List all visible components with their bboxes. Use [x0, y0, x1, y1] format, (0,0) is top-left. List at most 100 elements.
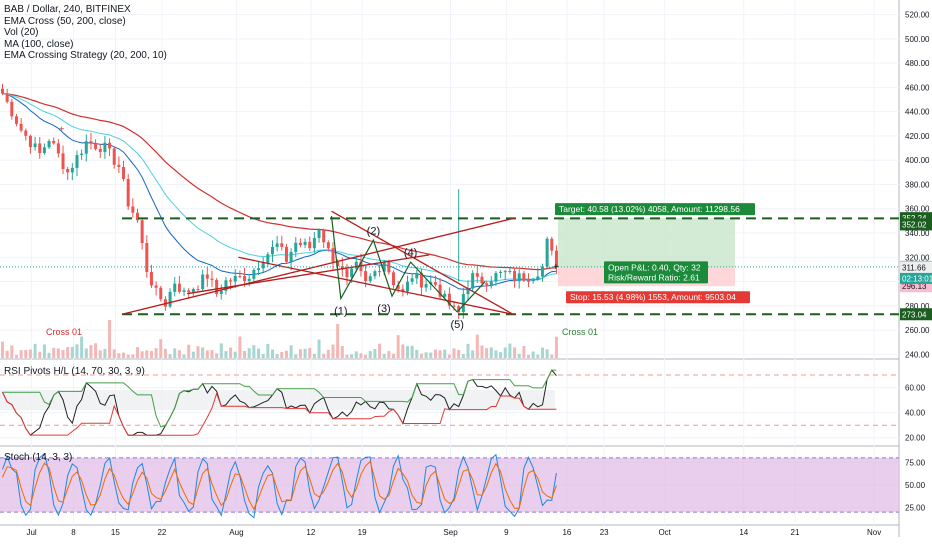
price-axis[interactable]: 240.00260.00280.00300.00320.00340.00360.…	[900, 11, 932, 513]
candle-body	[457, 306, 461, 313]
volume-bar	[238, 336, 242, 358]
volume-bar	[270, 349, 274, 358]
volume-bar	[419, 353, 423, 358]
candle-body	[364, 271, 368, 281]
volume-bar	[415, 349, 419, 358]
price-tick-label: 260.00	[905, 326, 930, 335]
price-tick-label: 460.00	[905, 83, 930, 92]
candle-body	[345, 269, 349, 278]
volume-bar	[224, 351, 228, 358]
candle-body	[410, 278, 414, 282]
rsi-pivot-high-line	[2, 369, 557, 428]
strategy-marker: +	[59, 124, 65, 135]
volume-bar	[56, 348, 60, 358]
candle-body	[28, 135, 32, 148]
time-axis[interactable]: Jul 8 15 22 Aug 12 19 Sep 9 16 23 Oct 14 21 Nov	[26, 528, 881, 537]
volume-bar	[215, 353, 219, 358]
stoch-pane	[0, 452, 899, 519]
stoch-d-line	[2, 460, 557, 511]
candle-body	[215, 279, 219, 295]
countdown-label: 02:13:01	[902, 274, 932, 283]
stoch-title[interactable]: Stoch (14, 3, 3)	[4, 452, 73, 463]
candle-body	[368, 276, 372, 281]
volume-bar	[168, 354, 172, 358]
study-ema-cross[interactable]: EMA Cross (50, 200, close)	[4, 15, 126, 27]
volume-bar	[364, 354, 368, 358]
volume-bar	[284, 350, 288, 358]
volume-bar	[131, 354, 135, 358]
volume-bar	[392, 353, 396, 358]
volume-bar	[140, 351, 144, 358]
price-tick-label: 380.00	[905, 180, 930, 189]
candle-body	[517, 273, 521, 282]
volume-bar	[405, 346, 409, 358]
volume-bar	[350, 354, 354, 358]
candle-body	[494, 272, 498, 282]
volume-bar	[28, 349, 32, 358]
candle-body	[238, 275, 242, 277]
study-strategy[interactable]: EMA Crossing Strategy (20, 200, 10)	[4, 50, 167, 61]
candle-body	[168, 291, 172, 307]
candle-body	[280, 243, 284, 247]
volume-bar	[517, 353, 521, 358]
cross-label: Cross 01	[562, 327, 598, 337]
volume-bar	[438, 350, 442, 358]
candle-body	[154, 285, 158, 288]
study-vol[interactable]: Vol (20)	[4, 27, 39, 38]
candle-body	[312, 237, 316, 249]
candle-body	[480, 276, 484, 284]
volume-bar	[461, 353, 465, 358]
candle-body	[224, 280, 228, 291]
rsi-pane	[0, 369, 899, 436]
volume-bar	[117, 353, 121, 358]
wave-label: (5)	[450, 319, 463, 331]
candle-body	[527, 280, 531, 282]
study-ma[interactable]: MA (100, close)	[4, 38, 74, 50]
candle-body	[336, 261, 340, 267]
price-badge	[900, 218, 932, 231]
volume-bar	[80, 336, 84, 358]
pnl-label-text: Risk/Reward Ratio: 2.61	[608, 272, 700, 282]
rsi-title[interactable]: RSI Pivots H/L (14, 70, 30, 3, 9)	[4, 366, 145, 377]
candle-body	[56, 143, 60, 154]
volume-bar	[322, 353, 326, 358]
candle-body	[499, 271, 503, 273]
volume-bar	[33, 343, 37, 358]
pattern-drawing[interactable]	[0, 210, 899, 316]
candle-body	[135, 212, 139, 221]
candle-body	[545, 238, 549, 267]
volume-bar	[550, 354, 554, 358]
volume-bar	[485, 348, 489, 358]
price-badge-label: 311.66	[902, 263, 926, 272]
time-tick-label: 22	[157, 528, 166, 537]
volume-bar	[475, 334, 479, 358]
volume-bar	[429, 352, 433, 358]
volume-bar	[424, 352, 428, 358]
wedge-lower-trendline	[238, 256, 514, 315]
volume-bar	[187, 344, 191, 358]
candles	[1, 83, 558, 319]
stoch-band-fill	[0, 457, 899, 513]
candle-body	[438, 284, 442, 297]
volume-bar	[219, 343, 223, 358]
candle-body	[84, 141, 88, 154]
candle-body	[471, 273, 475, 289]
volume-bar	[210, 350, 214, 358]
candle-body	[42, 147, 46, 154]
symbol-title[interactable]: BAB / Dollar, 240, BITFINEX	[4, 4, 131, 15]
candle-body	[266, 254, 270, 263]
candle-body	[75, 155, 79, 168]
volume-bar	[354, 351, 358, 358]
candle-body	[373, 271, 377, 277]
volume-bar	[331, 344, 335, 358]
volume-bar	[252, 345, 256, 358]
time-tick-label: 14	[739, 528, 748, 537]
time-tick-label: Oct	[658, 528, 671, 537]
price-tick-label: 340.00	[905, 229, 930, 238]
candle-body	[298, 242, 302, 246]
price-badge	[900, 261, 932, 274]
wedge-diagonal-line	[331, 210, 514, 315]
price-tick-label: 520.00	[905, 11, 930, 20]
candle-body	[103, 142, 107, 152]
